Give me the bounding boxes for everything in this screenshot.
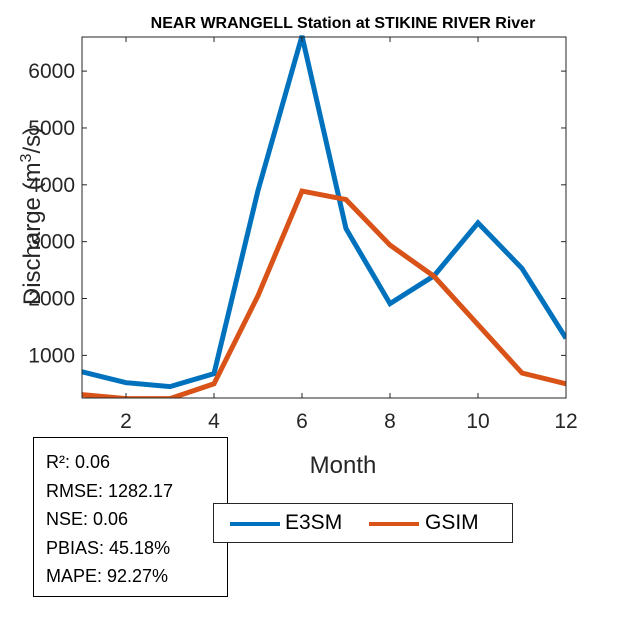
legend-swatch-gsim: [369, 522, 419, 526]
series-line-gsim: [82, 188, 566, 398]
x-axis-label: Month: [310, 452, 377, 479]
x-tick-label: 6: [296, 410, 308, 433]
x-tick-label: 4: [208, 410, 220, 433]
y-tick-label: 2000: [28, 288, 75, 311]
statistics-box: R²: 0.06 RMSE: 1282.17 NSE: 0.06 PBIAS: …: [33, 437, 228, 597]
series-line-e3sm: [82, 35, 566, 390]
y-axis-label: Discharge (m3/s): [18, 127, 46, 305]
y-tick-label: 3000: [28, 231, 75, 254]
y-tick-label: 4000: [28, 174, 75, 197]
stat-mape: MAPE: 92.27%: [46, 566, 169, 586]
x-tick-label: 12: [554, 410, 577, 433]
stat-r2: R²: 0.06: [46, 452, 111, 472]
legend-swatch-e3sm: [230, 522, 280, 526]
legend-label-e3sm: E3SM: [285, 511, 343, 534]
y-axis-label-tail: /s): [19, 127, 46, 154]
x-tick-label: 10: [466, 410, 489, 433]
legend: E3SM GSIM: [213, 503, 513, 543]
chart-title: NEAR WRANGELL Station at STIKINE RIVER R…: [151, 15, 536, 32]
y-tick-label: 1000: [28, 344, 75, 367]
x-tick-label: 2: [120, 410, 132, 433]
legend-label-gsim: GSIM: [425, 511, 479, 534]
stat-pbias: PBIAS: 45.18%: [46, 537, 171, 558]
y-axis-label-superscript: 3: [18, 153, 35, 162]
x-tick-label: 8: [384, 410, 396, 433]
y-tick-label: 6000: [28, 60, 75, 83]
stat-rmse: RMSE: 1282.17: [46, 480, 174, 501]
y-tick-label: 5000: [28, 117, 75, 140]
y-axis-label-main: Discharge (m: [19, 162, 46, 305]
plot-area-frame: [81, 36, 567, 399]
stat-nse: NSE: 0.06: [46, 509, 129, 529]
